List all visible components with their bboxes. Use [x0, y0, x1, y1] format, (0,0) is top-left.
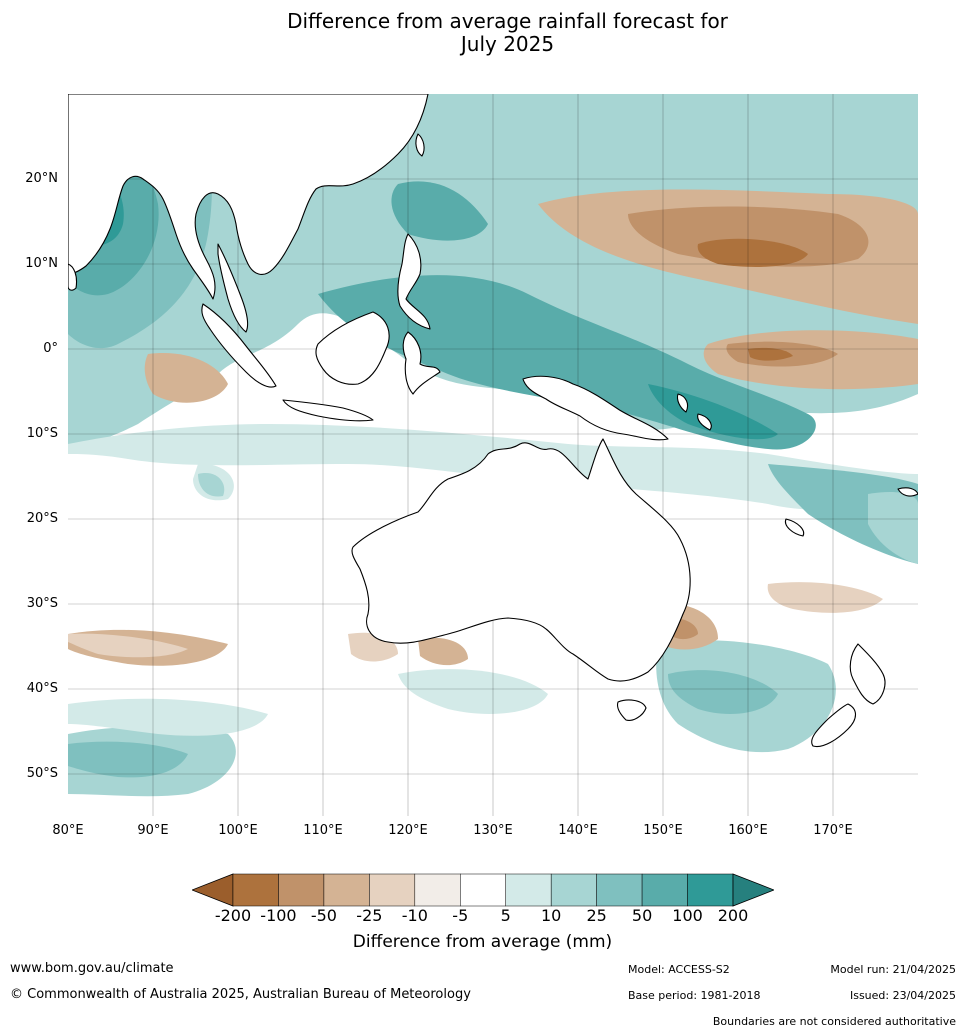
sri-lanka-coastline — [68, 263, 78, 291]
legend-swatch — [323, 873, 370, 907]
malay-peninsula-coastline — [217, 243, 249, 333]
lat-label-10s: 10°S — [26, 426, 58, 441]
lat-label-40s: 40°S — [26, 681, 58, 696]
legend-swatch — [550, 873, 597, 907]
footer-disclaimer: Boundaries are not considered authoritat… — [712, 1015, 956, 1028]
legend-colorbar — [192, 873, 774, 907]
sumatra-coastline — [201, 303, 277, 388]
lon-label-170e: 170°E — [813, 823, 853, 838]
legend-swatch — [278, 873, 325, 907]
lon-label-80e: 80°E — [52, 823, 84, 838]
lat-label-20s: 20°S — [26, 511, 58, 526]
map-canvas — [68, 94, 918, 816]
chart-title: Difference from average rainfall forecas… — [0, 10, 965, 56]
legend-swatch — [687, 873, 734, 907]
legend-tick-label: 5 — [500, 906, 511, 925]
legend-swatch — [460, 873, 506, 907]
lon-label-150e: 150°E — [643, 823, 683, 838]
sulawesi-coastline — [402, 331, 441, 395]
philippines-coastline — [397, 233, 431, 330]
new-guinea-coastline — [522, 375, 669, 441]
footer-base-period: Base period: 1981-2018 — [628, 989, 761, 1002]
lon-label-120e: 120°E — [388, 823, 428, 838]
coastlines — [68, 94, 918, 748]
legend-tick-label: -50 — [310, 906, 337, 925]
lat-label-0: 0° — [43, 341, 58, 356]
legend-extend-high — [732, 873, 774, 907]
footer-issued: Issued: 23/04/2025 — [849, 989, 956, 1002]
tasmania-coastline — [616, 699, 647, 721]
legend-swatch — [232, 873, 279, 907]
legend-title: Difference from average (mm) — [352, 932, 613, 952]
lon-label-140e: 140°E — [558, 823, 598, 838]
lon-label-110e: 110°E — [303, 823, 343, 838]
legend-tick-label: 100 — [672, 906, 703, 925]
legend-tick-label: -5 — [452, 906, 469, 925]
lat-label-50s: 50°S — [26, 766, 58, 781]
footer-website: www.bom.gov.au/climate — [10, 961, 174, 976]
australia-coastline — [351, 438, 691, 682]
legend-tick-label: 25 — [586, 906, 607, 925]
taiwan-coastline — [415, 133, 425, 157]
rainfall-map — [68, 94, 918, 816]
legend-tick-label: 10 — [540, 906, 562, 925]
legend-swatch — [505, 873, 552, 907]
legend-tick-label: -200 — [214, 906, 252, 925]
lon-label-130e: 130°E — [473, 823, 513, 838]
footer-copyright: © Commonwealth of Australia 2025, Austra… — [10, 987, 471, 1002]
legend-swatch — [414, 873, 461, 907]
java-coastline — [282, 399, 374, 422]
title-line-1: Difference from average rainfall forecas… — [287, 9, 728, 33]
lon-label-90e: 90°E — [137, 823, 169, 838]
legend-tick-label: -100 — [260, 906, 297, 925]
legend-swatch — [641, 873, 688, 907]
legend-tick-label: 200 — [717, 906, 749, 925]
legend-tick-label: -25 — [356, 906, 383, 925]
asia-coastline — [68, 94, 429, 300]
legend-extend-low — [192, 873, 234, 907]
lon-label-160e: 160°E — [728, 823, 768, 838]
legend-tick-label: 50 — [631, 906, 653, 925]
lat-label-30s: 30°S — [26, 596, 58, 611]
legend-swatch — [369, 873, 416, 907]
new-zealand-coastline — [849, 643, 886, 705]
title-line-2: July 2025 — [460, 32, 555, 56]
lat-label-10n: 10°N — [25, 256, 58, 271]
lat-label-20n: 20°N — [25, 171, 58, 186]
footer-model: Model: ACCESS-S2 — [628, 963, 730, 976]
footer-model-run: Model run: 21/04/2025 — [830, 963, 956, 976]
borneo-coastline — [315, 311, 390, 385]
legend-tick-label: -10 — [401, 906, 428, 925]
lon-label-100e: 100°E — [218, 823, 258, 838]
legend-swatch — [596, 873, 643, 907]
